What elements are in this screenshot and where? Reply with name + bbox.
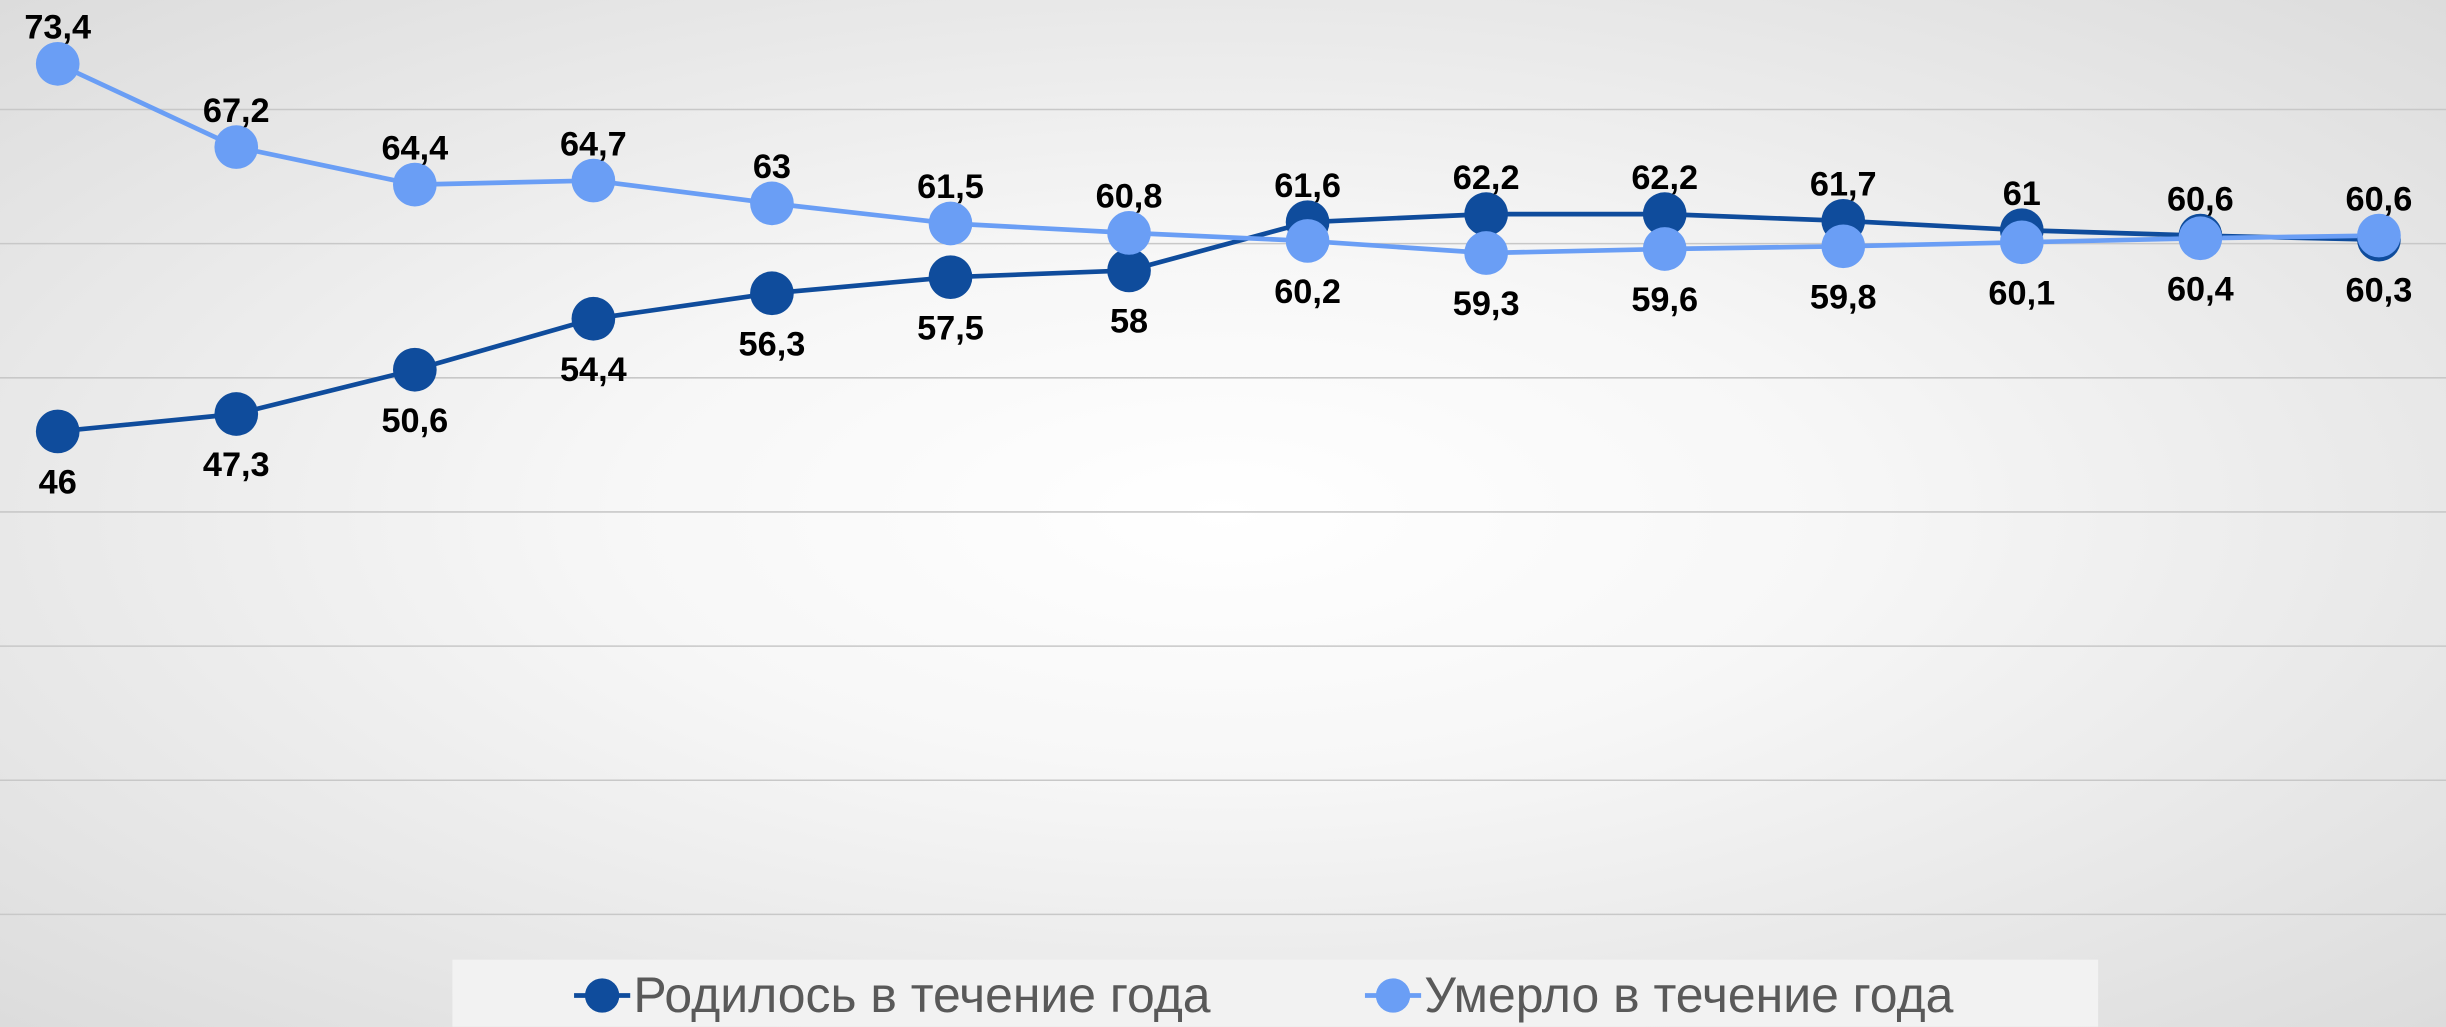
marker <box>571 158 616 203</box>
data-label: 54,4 <box>560 351 627 389</box>
data-label: 64,7 <box>560 125 627 163</box>
marker <box>928 201 973 246</box>
marker <box>35 409 80 454</box>
data-label: 62,2 <box>1631 159 1698 197</box>
data-label: 46 <box>39 464 77 502</box>
legend-marker <box>584 978 620 1013</box>
marker <box>1107 248 1151 293</box>
marker <box>214 392 259 436</box>
data-label: 61,6 <box>1274 167 1341 205</box>
marker <box>214 125 259 169</box>
marker <box>35 42 80 86</box>
data-label: 57,5 <box>917 309 984 347</box>
series-line <box>56 61 2379 256</box>
marker <box>1464 231 1508 275</box>
data-label: 60,3 <box>2346 272 2413 310</box>
marker <box>1821 224 1866 269</box>
marker <box>1107 211 1151 255</box>
data-label: 47,3 <box>203 446 270 484</box>
data-label: 60,4 <box>2167 270 2234 308</box>
data-label: 60,1 <box>1988 274 2055 312</box>
data-label: 62,2 <box>1453 159 1520 197</box>
data-label: 59,8 <box>1810 278 1877 316</box>
data-label: 60,6 <box>2167 180 2234 218</box>
data-label: 58 <box>1110 303 1148 341</box>
marker <box>750 271 794 316</box>
data-label: 61,7 <box>1810 166 1877 204</box>
data-label: 59,3 <box>1453 285 1520 323</box>
data-label: 60,8 <box>1096 178 1163 216</box>
marker <box>1285 219 1330 263</box>
data-label: 61,5 <box>917 168 984 206</box>
data-label: 56,3 <box>739 325 806 363</box>
legend-box <box>452 959 2099 1027</box>
data-label: 67,2 <box>203 92 270 130</box>
legend-marker <box>1375 978 1411 1013</box>
series-line <box>57 211 2379 434</box>
data-label: 50,6 <box>381 402 448 440</box>
data-label: 73,4 <box>24 9 91 47</box>
legend-label: Умерло в течение года <box>1424 967 1953 1023</box>
marker <box>2178 216 2223 261</box>
marker <box>1999 220 2044 265</box>
marker <box>928 255 973 300</box>
data-label: 60,6 <box>2346 180 2413 218</box>
marker <box>2357 213 2401 258</box>
marker <box>750 181 794 226</box>
data-label: 61 <box>2003 175 2041 213</box>
marker <box>1464 192 1508 236</box>
data-label: 64,4 <box>381 129 448 167</box>
marker <box>1642 227 1687 271</box>
data-label: 63 <box>753 148 791 186</box>
marker <box>392 347 437 392</box>
marker <box>571 296 616 341</box>
marker <box>1642 192 1687 236</box>
marker <box>392 162 437 207</box>
data-label: 60,2 <box>1274 273 1341 311</box>
legend-label: Родилось в течение года <box>633 967 1210 1023</box>
data-label: 59,6 <box>1631 281 1698 319</box>
